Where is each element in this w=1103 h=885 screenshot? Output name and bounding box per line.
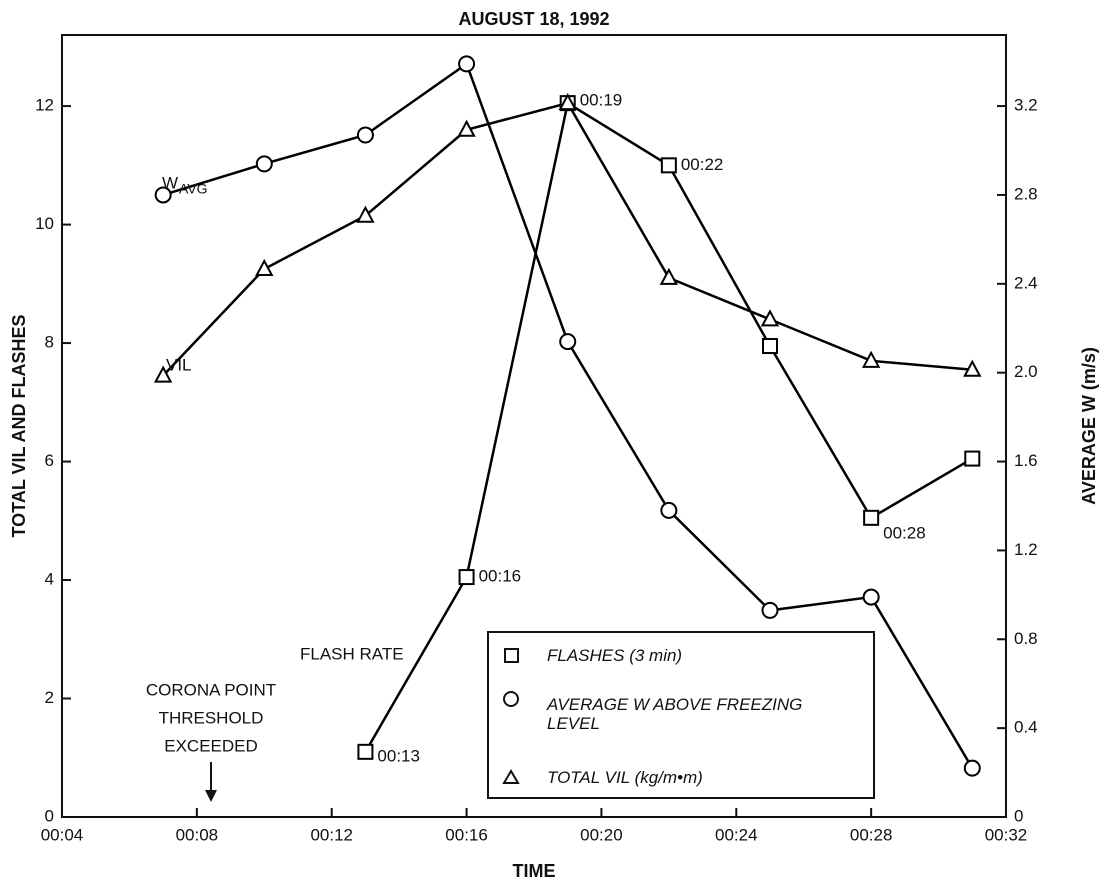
point bbox=[255, 155, 273, 173]
point bbox=[964, 450, 981, 467]
point bbox=[356, 205, 375, 223]
y2-axis-label: AVERAGE W (m/s) bbox=[1079, 347, 1099, 505]
legend: FLASHES (3 min) AVERAGE W ABOVE FREEZING… bbox=[487, 631, 875, 799]
point bbox=[861, 350, 881, 368]
annotation: AVG bbox=[179, 181, 208, 197]
plot-frame bbox=[61, 34, 1007, 818]
legend-marker bbox=[502, 769, 520, 784]
y2-tick-label: 2.0 bbox=[1014, 362, 1038, 381]
annotation: VIL bbox=[166, 355, 192, 374]
point-label: 00:16 bbox=[479, 567, 522, 586]
x-tick-label: 00:28 bbox=[850, 825, 893, 844]
y2-tick-label: 0.8 bbox=[1014, 629, 1038, 648]
y2-tick-label: 0.4 bbox=[1014, 718, 1038, 737]
y-tick-label: 0 bbox=[45, 806, 54, 825]
y2-tick-label: 2.8 bbox=[1014, 184, 1038, 203]
point-label: 00:28 bbox=[883, 523, 926, 542]
legend-marker bbox=[503, 691, 519, 707]
point bbox=[458, 55, 476, 73]
y-tick-label: 6 bbox=[45, 451, 54, 470]
x-tick-label: 00:16 bbox=[445, 825, 488, 844]
y-axis-label: TOTAL VIL AND FLASHES bbox=[9, 314, 29, 537]
y2-tick-label: 2.4 bbox=[1014, 273, 1038, 292]
x-axis-label: TIME bbox=[513, 861, 556, 881]
y2-tick-label: 1.2 bbox=[1014, 540, 1038, 559]
legend-markers bbox=[502, 648, 520, 784]
annotation: CORONA POINT bbox=[146, 680, 276, 699]
point bbox=[357, 743, 374, 760]
x-tick-label: 00:32 bbox=[985, 825, 1028, 844]
point bbox=[457, 119, 476, 137]
point bbox=[458, 569, 475, 586]
annotation: W bbox=[162, 173, 178, 192]
legend-label: AVERAGE W ABOVE FREEZING LEVEL bbox=[547, 695, 803, 733]
legend-marker bbox=[504, 648, 519, 663]
y-tick-label: 8 bbox=[45, 333, 54, 352]
annotation: THRESHOLD bbox=[159, 708, 264, 727]
legend-label: TOTAL VIL (kg/m•m) bbox=[547, 768, 703, 787]
point bbox=[862, 588, 880, 606]
y-tick-label: 4 bbox=[45, 570, 54, 589]
point bbox=[356, 126, 374, 144]
point bbox=[660, 501, 678, 519]
y-tick-label: 2 bbox=[45, 688, 54, 707]
point bbox=[963, 359, 982, 377]
point bbox=[863, 509, 880, 526]
point bbox=[559, 333, 577, 351]
x-tick-label: 00:08 bbox=[176, 825, 219, 844]
y2-tick-label: 0 bbox=[1014, 806, 1023, 825]
point bbox=[963, 759, 981, 777]
point bbox=[659, 267, 679, 285]
point bbox=[153, 365, 173, 383]
point bbox=[660, 157, 677, 174]
point-label: 00:13 bbox=[377, 746, 420, 765]
arrow-head bbox=[205, 790, 217, 802]
y-tick-label: 10 bbox=[35, 214, 54, 233]
annotation: EXCEEDED bbox=[164, 736, 258, 755]
x-tick-label: 00:12 bbox=[310, 825, 353, 844]
legend-label: FLASHES (3 min) bbox=[547, 646, 683, 665]
y-tick-label: 12 bbox=[35, 96, 54, 115]
annotation: FLASH RATE bbox=[300, 644, 404, 663]
point bbox=[154, 186, 172, 204]
point-label: 00:22 bbox=[681, 155, 724, 174]
y2-tick-label: 3.2 bbox=[1014, 96, 1038, 115]
point bbox=[762, 338, 778, 355]
chart-title: AUGUST 18, 1992 bbox=[458, 9, 609, 29]
point-label: 00:19 bbox=[580, 91, 623, 110]
point bbox=[761, 601, 779, 619]
point bbox=[760, 309, 780, 327]
point bbox=[255, 258, 274, 277]
x-tick-label: 00:04 bbox=[41, 825, 84, 844]
x-tick-label: 00:20 bbox=[580, 825, 623, 844]
x-tick-label: 00:24 bbox=[715, 825, 758, 844]
point bbox=[558, 93, 577, 111]
y2-tick-label: 1.6 bbox=[1014, 451, 1038, 470]
